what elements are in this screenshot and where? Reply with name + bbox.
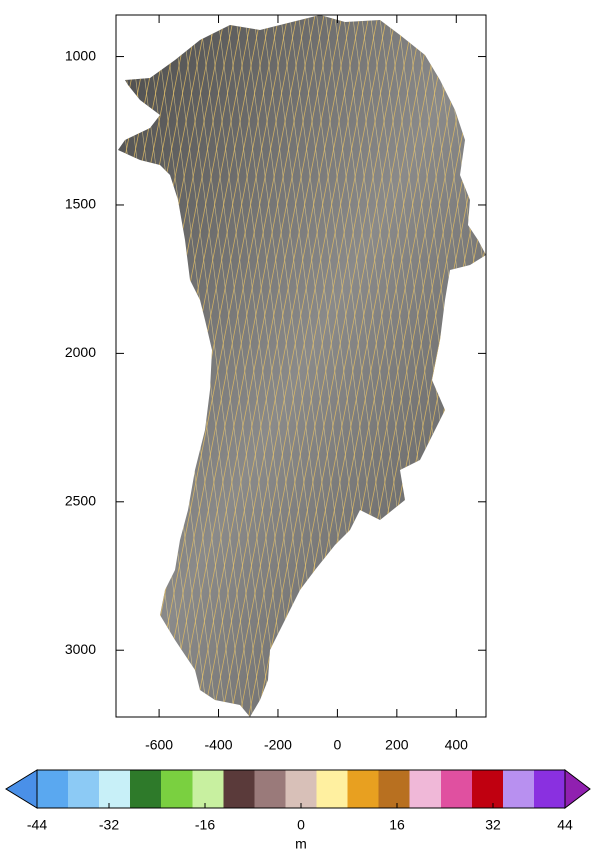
track (0, 10, 1, 720)
x-tick-label: -600 (145, 737, 173, 753)
page: {"chart_data": {"type": "map", "xlim": [… (0, 0, 592, 859)
track (0, 10, 64, 720)
track (55, 10, 145, 720)
track (523, 10, 592, 720)
y-tick-label: 2500 (65, 493, 96, 509)
track (586, 10, 592, 720)
track (82, 10, 172, 720)
track (514, 10, 592, 720)
track (455, 10, 592, 720)
x-tick-label: 400 (445, 737, 469, 753)
track (487, 10, 577, 720)
track (0, 10, 19, 720)
x-tick-label: 0 (334, 737, 342, 753)
colorbar-over (565, 770, 590, 808)
track (482, 10, 592, 720)
track (0, 10, 10, 720)
track (10, 10, 100, 720)
track (442, 10, 532, 720)
track (64, 10, 154, 720)
track (505, 10, 592, 720)
track (0, 10, 82, 720)
track (437, 10, 577, 720)
colorbar-under (6, 770, 37, 808)
track (1, 10, 91, 720)
track (0, 10, 37, 720)
track (73, 10, 163, 720)
x-tick-label: -200 (264, 737, 292, 753)
colorbar-tick-label: 44 (557, 817, 573, 833)
track (433, 10, 523, 720)
track (0, 10, 100, 720)
track (559, 10, 592, 720)
track (23, 10, 163, 720)
track (28, 10, 118, 720)
track (532, 10, 592, 720)
track (0, 10, 55, 720)
colorbar-tick-label: -32 (99, 817, 119, 833)
x-tick-label: 200 (385, 737, 409, 753)
colorbar-label: m (295, 836, 307, 852)
colorbar-gradient (37, 770, 565, 808)
track (0, 10, 1, 720)
track (0, 10, 109, 720)
track (19, 10, 109, 720)
track (473, 10, 592, 720)
colorbar-tick-label: -44 (27, 817, 47, 833)
track (568, 10, 592, 720)
track (577, 10, 592, 720)
track (5, 10, 145, 720)
track (0, 10, 46, 720)
colorbar-tick-label: 32 (485, 817, 501, 833)
track (0, 10, 73, 720)
colorbar-tick-label: 16 (389, 817, 405, 833)
track (491, 10, 592, 720)
track (14, 10, 154, 720)
track (451, 10, 541, 720)
track (0, 10, 64, 720)
track (37, 10, 127, 720)
track (469, 10, 559, 720)
track (0, 10, 46, 720)
colorbar: -44 -32 -16 0 16 32 44 m (6, 770, 590, 852)
colorbar-tick-label: 0 (297, 817, 305, 833)
track (496, 10, 586, 720)
track (0, 10, 127, 720)
y-tick-label: 1000 (65, 47, 96, 63)
y-tick-label: 3000 (65, 641, 96, 657)
y-tick-label: 1500 (65, 196, 96, 212)
colorbar-tick-label: -16 (195, 817, 215, 833)
track (46, 10, 136, 720)
track (32, 10, 172, 720)
track (541, 10, 592, 720)
track (0, 10, 91, 720)
greenland (118, 15, 486, 717)
track (446, 10, 586, 720)
track (0, 10, 82, 720)
track (0, 10, 73, 720)
chart: -600-400-200020040010001500200025003000 … (0, 0, 592, 854)
track (0, 10, 28, 720)
track (0, 10, 55, 720)
y-tick-label: 2000 (65, 344, 96, 360)
track (0, 10, 118, 720)
track (0, 10, 19, 720)
track (0, 10, 10, 720)
track (464, 10, 592, 720)
track (0, 10, 28, 720)
track (460, 10, 550, 720)
x-tick-label: -400 (205, 737, 233, 753)
track (478, 10, 568, 720)
track (550, 10, 592, 720)
track (41, 10, 181, 720)
track (0, 10, 37, 720)
track (424, 10, 514, 720)
